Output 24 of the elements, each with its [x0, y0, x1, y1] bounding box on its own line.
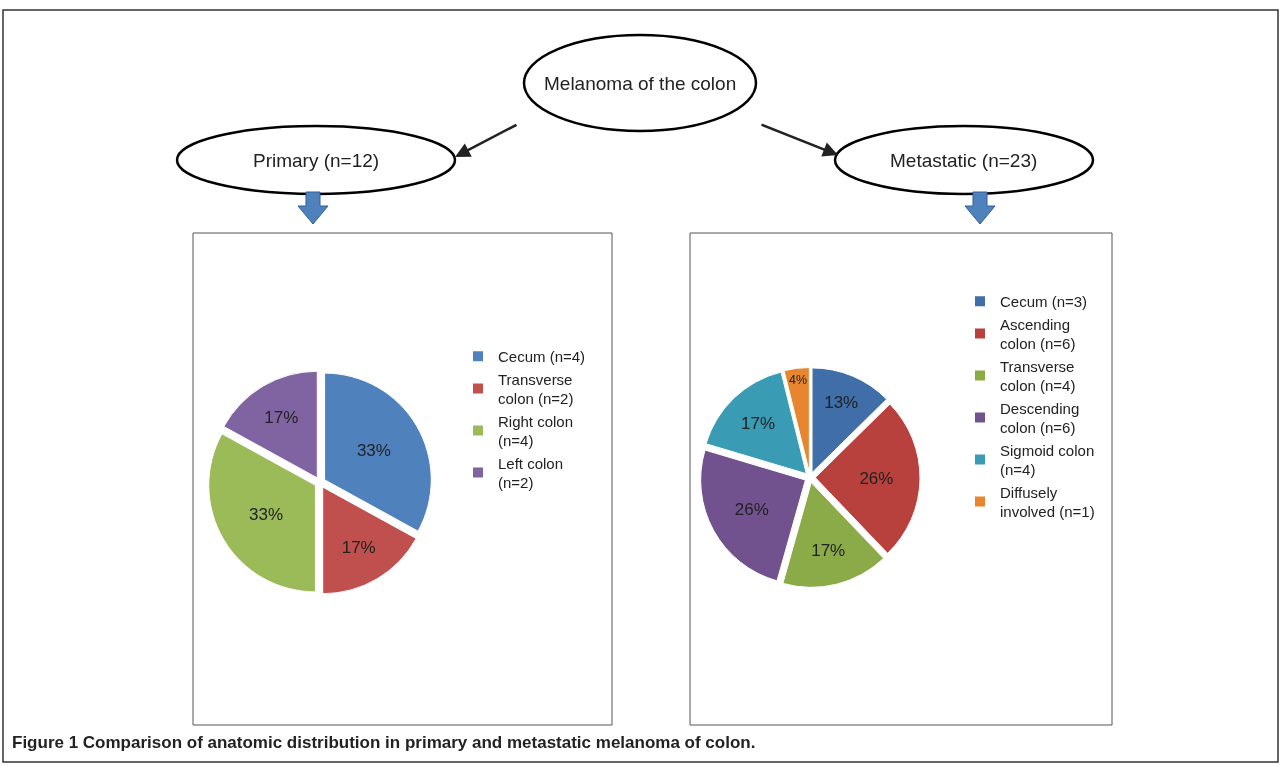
legend-label: Sigmoid colon (n=4) — [1000, 441, 1095, 479]
data-label: 33% — [249, 504, 284, 524]
data-label: 26% — [734, 500, 769, 520]
legend-label: Left colon (n=2) — [498, 454, 564, 492]
legend-label: Cecum (n=4) — [498, 348, 586, 366]
caption: Figure 1 Comparison of anatomic distribution in primary and metastatic melanoma of colon. — [12, 733, 756, 752]
data-label: 4% — [789, 372, 807, 387]
data-label: 33% — [356, 441, 391, 461]
data-label: 17% — [341, 538, 376, 558]
data-label: 17% — [740, 413, 776, 433]
legend-label: Diffusely involved (n=1) — [1000, 483, 1095, 521]
text: Melanoma of the colon — [544, 73, 737, 94]
chart-title: Metastatic (n=23) — [890, 150, 1038, 171]
legend-label: Transverse colon (n=2) — [498, 370, 574, 408]
data-label: 17% — [811, 541, 846, 561]
legend-label: Cecum (n=3) — [1000, 293, 1088, 311]
legend-label: Transverse colon (n=4) — [1000, 357, 1076, 395]
data-label: 13% — [824, 393, 859, 413]
legend-label: Right colon (n=4) — [498, 412, 574, 450]
legend-label: Descending colon (n=6) — [1000, 399, 1080, 437]
data-label: 26% — [859, 469, 894, 489]
data-label: 17% — [264, 407, 299, 427]
legend-label: Ascending colon (n=6) — [1000, 315, 1076, 353]
chart-title: Primary (n=12) — [253, 150, 380, 171]
